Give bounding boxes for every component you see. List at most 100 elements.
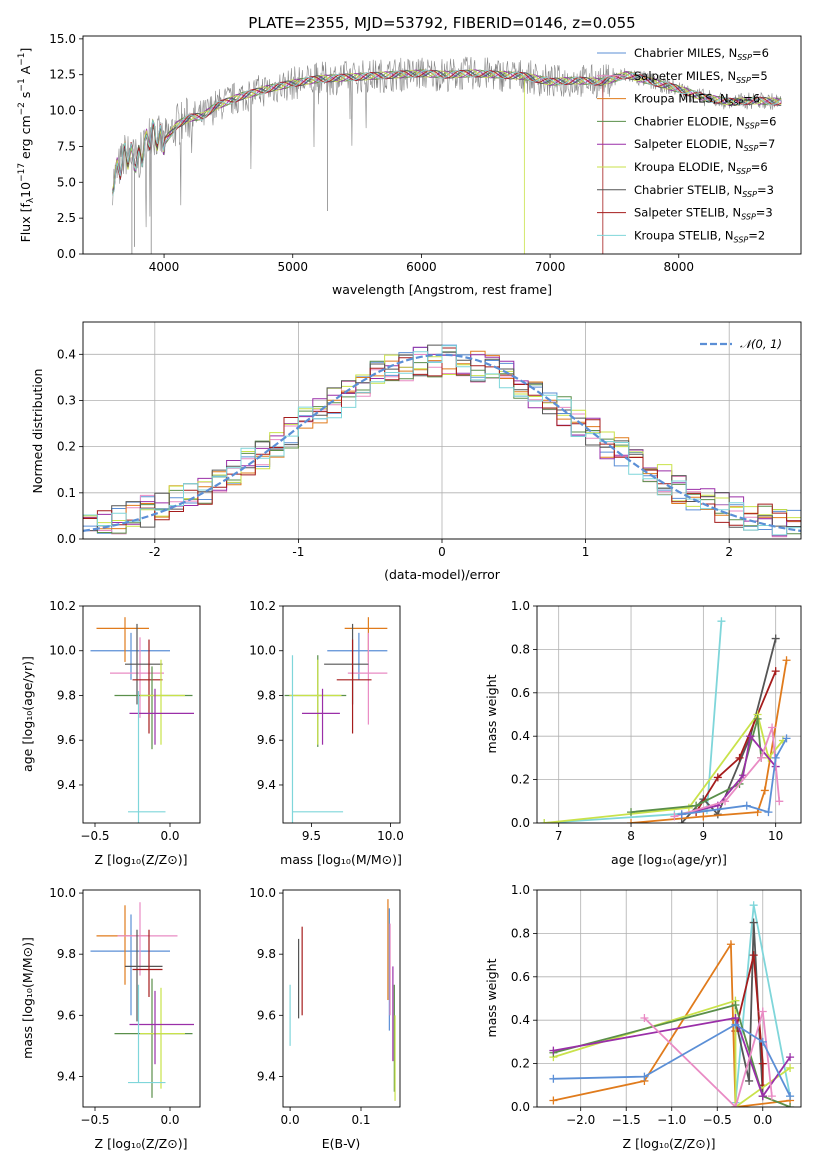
age-vs-mass-errorbars: [284, 617, 388, 823]
mass-weight-marker: [746, 732, 755, 741]
mass-weight-line: [643, 1011, 773, 1107]
mass-weight-marker: [786, 1103, 795, 1107]
x-tick-label: 10.0: [377, 829, 404, 843]
y-tick-label: 9.6: [57, 733, 76, 747]
mass-weight-marker: [692, 801, 701, 810]
mass-weight-marker: [758, 1007, 767, 1016]
mass-weight-marker: [677, 819, 686, 823]
x-tick-label: -1: [292, 545, 304, 559]
weight-vs-age-ticks: 7 8 9 10 0.0 0.2 0.4 0.6 0.8 1.0: [511, 599, 783, 843]
legend-entry: Kroupa MILES, NSSP=6: [634, 92, 760, 108]
mass-weight-marker: [758, 1059, 767, 1068]
x-tick-label: 1: [582, 545, 590, 559]
mass-weight-marker: [771, 634, 780, 643]
y-tick-label: 10.0: [49, 644, 76, 658]
mass-vs-ebv-ticks: 0.0 0.1 9.4 9.6 9.8 10.0: [249, 886, 370, 1127]
mass-weight-marker: [760, 786, 769, 795]
weight-vs-age-ylabel: mass weight: [484, 674, 499, 753]
age-vs-z-ticks: −0.5 0.0 9.4 9.6 9.8 10.0 10.2: [49, 599, 179, 843]
y-tick-label: 10.2: [49, 599, 76, 613]
age-vs-mass-panel: 9.5 10.0 9.4 9.6 9.8 10.0 10.2 mass [log₁₀(M/M…: [249, 599, 404, 867]
y-tick-label: 1.0: [511, 883, 530, 897]
x-tick-label: 9.5: [302, 829, 321, 843]
mass-weight-marker: [627, 819, 636, 823]
residual-xlabel: (data-model)/error: [384, 567, 501, 582]
weight-vs-z-panel: −2.0 −1.5 −1.0 −0.5 0.0 0.0 0.2 0.4 0.6 0.8 1.0 Z …: [484, 883, 802, 1151]
y-tick-label: 10.0: [49, 886, 76, 900]
mass-weight-marker: [782, 734, 791, 743]
observed-spectrum: [112, 56, 782, 228]
y-tick-label: 0.1: [57, 486, 76, 500]
age-vs-z-errorbars: [90, 617, 194, 823]
mass-weight-marker: [786, 1063, 795, 1072]
residual-ylabel: Normed distribution: [30, 369, 45, 494]
mass-vs-ebv-xlabel: E(B-V): [322, 1136, 361, 1151]
legend-entry: Chabrier ELODIE, NSSP=6: [634, 114, 776, 130]
y-tick-label: 0.4: [57, 347, 76, 361]
mass-weight-marker: [699, 812, 708, 821]
legend-entry: Kroupa STELIB, NSSP=2: [634, 228, 765, 244]
weight-vs-z-xlabel: Z [log₁₀(Z/Z⊙)]: [623, 1136, 716, 1151]
x-tick-label: 0.0: [753, 1113, 772, 1127]
mass-vs-z-panel: −0.5 0.0 9.4 9.6 9.8 10.0 Z [log₁₀(Z/Z⊙)] mas…: [20, 886, 201, 1151]
y-tick-label: 10.2: [249, 599, 276, 613]
mass-weight-marker: [742, 801, 751, 810]
y-tick-label: 0.2: [511, 773, 530, 787]
y-tick-label: 0.6: [511, 686, 530, 700]
mass-weight-marker: [753, 714, 762, 723]
y-tick-label: 9.8: [57, 947, 76, 961]
legend-entry: Chabrier MILES, NSSP=6: [634, 46, 769, 62]
x-tick-label: 8000: [663, 260, 694, 274]
spectrum-series: [112, 56, 782, 254]
mass-weight-marker: [726, 940, 735, 949]
y-tick-label: 1.0: [511, 599, 530, 613]
age-vs-z-panel: −0.5 0.0 9.4 9.6 9.8 10.0 10.2 Z [log₁₀(Z/Z⊙)]…: [20, 599, 201, 867]
y-tick-label: 10.0: [49, 104, 76, 118]
mass-weight-marker: [549, 1096, 558, 1105]
y-tick-label: 9.4: [57, 1069, 76, 1083]
spectrum-title: PLATE=2355, MJD=53792, FIBERID=0146, z=0…: [248, 14, 635, 32]
x-tick-label: −0.5: [80, 829, 109, 843]
mass-weight-marker: [735, 753, 744, 762]
spectrum-panel: 4000 5000 6000 7000 8000 0.0 2.5 5.0 7.5 10.0 12.5…: [17, 32, 802, 297]
mass-weight-marker: [768, 723, 777, 732]
mass-weight-marker: [670, 812, 679, 821]
mass-weight-marker: [540, 819, 549, 823]
x-tick-label: 0.1: [351, 1113, 370, 1127]
spectrum-legend: Chabrier MILES, NSSP=6 Salpeter MILES, NS…: [597, 46, 776, 244]
mass-weight-marker: [684, 803, 693, 812]
y-tick-label: 0.0: [57, 247, 76, 261]
mass-weight-marker: [640, 1014, 649, 1023]
legend-entry: Kroupa ELODIE, NSSP=6: [634, 160, 768, 176]
y-tick-label: 9.4: [57, 778, 76, 792]
mass-weight-marker: [713, 773, 722, 782]
mass-weight-marker: [745, 1076, 754, 1085]
mass-weight-marker: [549, 1046, 558, 1055]
mass-weight-marker: [731, 1103, 740, 1107]
weight-vs-age-lines: [540, 617, 791, 823]
x-tick-label: −2.0: [566, 1113, 595, 1127]
x-tick-label: 10: [768, 829, 783, 843]
x-tick-label: 7: [555, 829, 563, 843]
y-tick-label: 0.4: [511, 1013, 530, 1027]
y-tick-label: 10.0: [249, 886, 276, 900]
y-tick-label: 0.0: [511, 1100, 530, 1114]
y-tick-label: 9.6: [257, 1008, 276, 1022]
age-vs-z-xlabel: Z [log₁₀(Z/Z⊙)]: [95, 852, 188, 867]
y-tick-label: 0.2: [57, 440, 76, 454]
mass-weight-marker: [717, 617, 726, 626]
mass-vs-z-xlabel: Z [log₁₀(Z/Z⊙)]: [95, 1136, 188, 1151]
mass-weight-marker: [721, 797, 730, 806]
y-tick-label: 9.8: [257, 947, 276, 961]
mass-vs-z-ticks: −0.5 0.0 9.4 9.6 9.8 10.0: [49, 886, 179, 1127]
mass-vs-z-errorbars: [90, 902, 194, 1098]
x-tick-label: −1.5: [612, 1113, 641, 1127]
y-tick-label: 9.8: [57, 688, 76, 702]
mass-weight-marker: [758, 1037, 767, 1046]
y-tick-label: 0.3: [57, 393, 76, 407]
mass-weight-line: [553, 1003, 791, 1107]
y-tick-label: 9.8: [257, 688, 276, 702]
spectrum-ylabel: Flux [fλ10−17 erg cm−2 s−1 A−1]: [17, 48, 36, 243]
x-tick-label: −1.0: [657, 1113, 686, 1127]
x-tick-label: 5000: [277, 260, 308, 274]
